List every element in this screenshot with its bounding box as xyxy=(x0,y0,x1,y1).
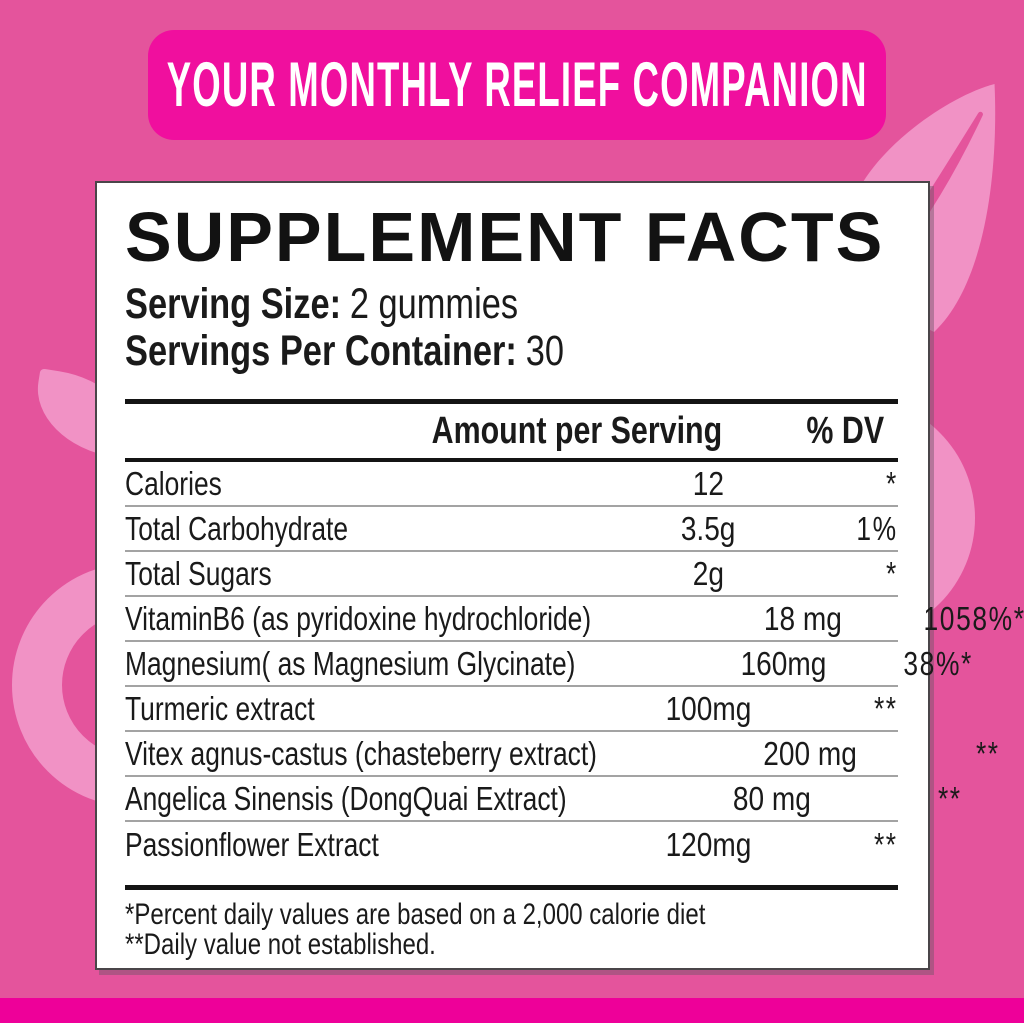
ingredient-amount: 18 mg xyxy=(763,599,842,637)
amount-header-cell: Amount per Serving xyxy=(125,410,786,453)
ingredient-dv: ** xyxy=(938,779,963,817)
ingredient-amount-cell: 18 mg xyxy=(708,600,898,638)
footnote-daily-values: *Percent daily values are based on a 2,0… xyxy=(125,898,706,931)
ingredient-amount-cell: 200 mg xyxy=(715,735,905,773)
ingredient-dv-cell: ** xyxy=(803,826,898,864)
table-row: Magnesium( as Magnesium Glycinate) 160mg… xyxy=(125,642,971,687)
ingredient-amount-cell: 160mg xyxy=(688,645,878,683)
serving-size-line: Serving Size: 2 gummies xyxy=(125,281,898,328)
ingredient-amount-cell: 12 xyxy=(613,465,803,503)
supplement-facts-panel: SUPPLEMENT FACTS Serving Size: 2 gummies … xyxy=(95,181,1024,970)
table-row: Vitex agnus-castus (chasteberry extract)… xyxy=(125,732,998,777)
ingredient-dv-cell: * xyxy=(803,465,898,503)
ingredient-amount-cell: 2g xyxy=(613,555,803,593)
ingredient-amount: 80 mg xyxy=(733,779,812,817)
amount-header: Amount per Serving xyxy=(431,409,722,452)
ingredient-dv: ** xyxy=(976,734,1000,772)
banner-title: YOUR MONTHLY RELIEF COMPANION xyxy=(166,50,868,120)
ingredient-name-cell: Calories xyxy=(125,465,613,503)
ingredient-name: Total Carbohydrate xyxy=(125,509,349,547)
ingredient-amount: 200 mg xyxy=(763,734,857,772)
serving-size-label: Serving Size: xyxy=(125,280,342,328)
ingredient-dv-cell: ** xyxy=(803,690,898,728)
ingredient-name: Vitex agnus-castus (chasteberry extract) xyxy=(125,734,597,772)
ingredient-amount: 120mg xyxy=(665,825,751,863)
ingredient-dv-cell: 1% xyxy=(803,510,898,548)
table-header: Amount per Serving % DV xyxy=(125,404,898,458)
ingredient-dv: 1058%* xyxy=(923,599,1024,637)
ingredient-amount: 100mg xyxy=(665,689,751,727)
footnote-not-established: **Daily value not established. xyxy=(125,928,436,961)
ingredient-amount: 160mg xyxy=(740,644,826,682)
ingredient-dv-cell: * xyxy=(803,555,898,593)
footnotes: *Percent daily values are based on a 2,0… xyxy=(125,900,898,960)
ingredient-amount: 3.5g xyxy=(680,509,736,547)
ingredient-name-cell: Magnesium( as Magnesium Glycinate) xyxy=(125,645,688,683)
ingredient-name-cell: Turmeric extract xyxy=(125,690,613,728)
ingredient-dv: * xyxy=(886,554,898,592)
ingredient-name-cell: Passionflower Extract xyxy=(125,826,613,864)
ingredient-amount: 12 xyxy=(692,464,724,502)
servings-per-container-line: Servings Per Container: 30 xyxy=(125,328,898,375)
divider-top xyxy=(125,399,898,404)
table-row: Total Carbohydrate 3.5g 1% xyxy=(125,507,898,552)
ingredient-amount-cell: 80 mg xyxy=(677,780,867,818)
ingredient-name-cell: VitaminB6 (as pyridoxine hydrochloride) xyxy=(125,600,708,638)
ingredient-amount: 2g xyxy=(692,554,724,592)
ingredient-dv: ** xyxy=(874,825,898,863)
ingredient-dv: * xyxy=(886,464,898,502)
divider-bottom xyxy=(125,885,898,890)
ingredient-amount-cell: 120mg xyxy=(613,826,803,864)
ingredient-dv-cell: 38%* xyxy=(878,645,973,683)
ingredient-dv: ** xyxy=(874,689,898,727)
dv-header: % DV xyxy=(806,409,884,452)
serving-size-value: 2 gummies xyxy=(349,280,519,328)
supplement-table-body: Calories 12 * Total Carbohydrate 3.5g 1%… xyxy=(125,462,1024,867)
ingredient-name: Turmeric extract xyxy=(125,689,315,727)
ingredient-name: Passionflower Extract xyxy=(125,825,379,863)
ingredient-dv: 1% xyxy=(856,509,898,547)
ingredient-name: Magnesium( as Magnesium Glycinate) xyxy=(125,644,576,682)
ingredient-name-cell: Total Carbohydrate xyxy=(125,510,613,548)
panel-title: SUPPLEMENT FACTS xyxy=(125,198,885,276)
ingredient-dv-cell: ** xyxy=(905,735,1000,773)
ingredient-dv-cell: ** xyxy=(867,780,962,818)
servings-per-container-value: 30 xyxy=(525,327,564,375)
table-row: VitaminB6 (as pyridoxine hydrochloride) … xyxy=(125,597,1024,642)
table-row: Angelica Sinensis (DongQuai Extract) 80 … xyxy=(125,777,961,822)
bottom-strip xyxy=(0,998,1024,1023)
ingredient-name-cell: Total Sugars xyxy=(125,555,613,593)
ingredient-name-cell: Angelica Sinensis (DongQuai Extract) xyxy=(125,780,677,818)
ingredient-amount-cell: 100mg xyxy=(613,690,803,728)
ingredient-name: Calories xyxy=(125,464,222,502)
table-row: Passionflower Extract 120mg ** xyxy=(125,822,898,867)
divider-header xyxy=(125,458,898,462)
table-row: Calories 12 * xyxy=(125,462,898,507)
ingredient-name: VitaminB6 (as pyridoxine hydrochloride) xyxy=(125,599,592,637)
table-row: Total Sugars 2g * xyxy=(125,552,898,597)
ingredient-name: Angelica Sinensis (DongQuai Extract) xyxy=(125,779,567,817)
ingredient-name-cell: Vitex agnus-castus (chasteberry extract) xyxy=(125,735,715,773)
ingredient-dv-cell: 1058%* xyxy=(898,600,1023,638)
banner: YOUR MONTHLY RELIEF COMPANION xyxy=(148,30,886,140)
ingredient-amount-cell: 3.5g xyxy=(613,510,803,548)
ingredient-dv: 38%* xyxy=(903,644,974,682)
table-row: Turmeric extract 100mg ** xyxy=(125,687,898,732)
ingredient-name: Total Sugars xyxy=(125,554,272,592)
servings-per-container-label: Servings Per Container: xyxy=(125,327,517,375)
dv-header-cell: % DV xyxy=(786,410,898,453)
